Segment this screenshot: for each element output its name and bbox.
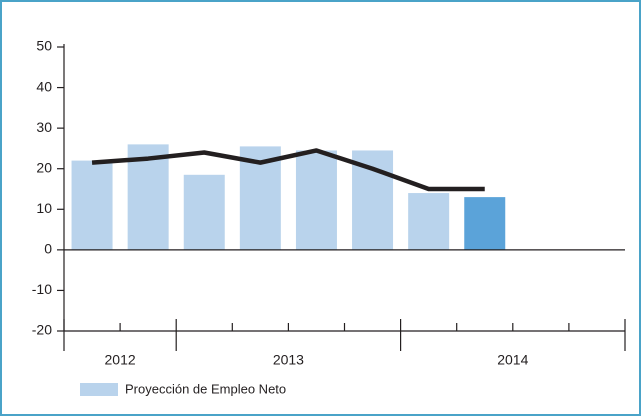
line — [91, 148, 485, 192]
y-tick-label: -10 — [32, 281, 52, 297]
bar — [464, 197, 506, 250]
bar — [127, 144, 169, 250]
bar — [183, 174, 225, 250]
legend-label: Proyección de Empleo Neto — [125, 381, 286, 396]
bar — [408, 193, 450, 250]
bar — [295, 150, 337, 250]
y-tick-label: 50 — [36, 38, 52, 54]
x-group-label: 2012 — [105, 352, 136, 368]
y-tick-label: 20 — [36, 159, 52, 175]
legend-swatch — [80, 383, 118, 396]
x-group-label: 2013 — [273, 352, 304, 368]
y-tick-label: -20 — [32, 322, 52, 338]
y-tick-label: 30 — [36, 119, 52, 135]
bar — [71, 160, 113, 250]
y-tick-label: 40 — [36, 78, 52, 94]
x-group-label: 2014 — [497, 352, 528, 368]
y-tick-label: 0 — [44, 241, 52, 257]
y-tick-label: 10 — [36, 200, 52, 216]
